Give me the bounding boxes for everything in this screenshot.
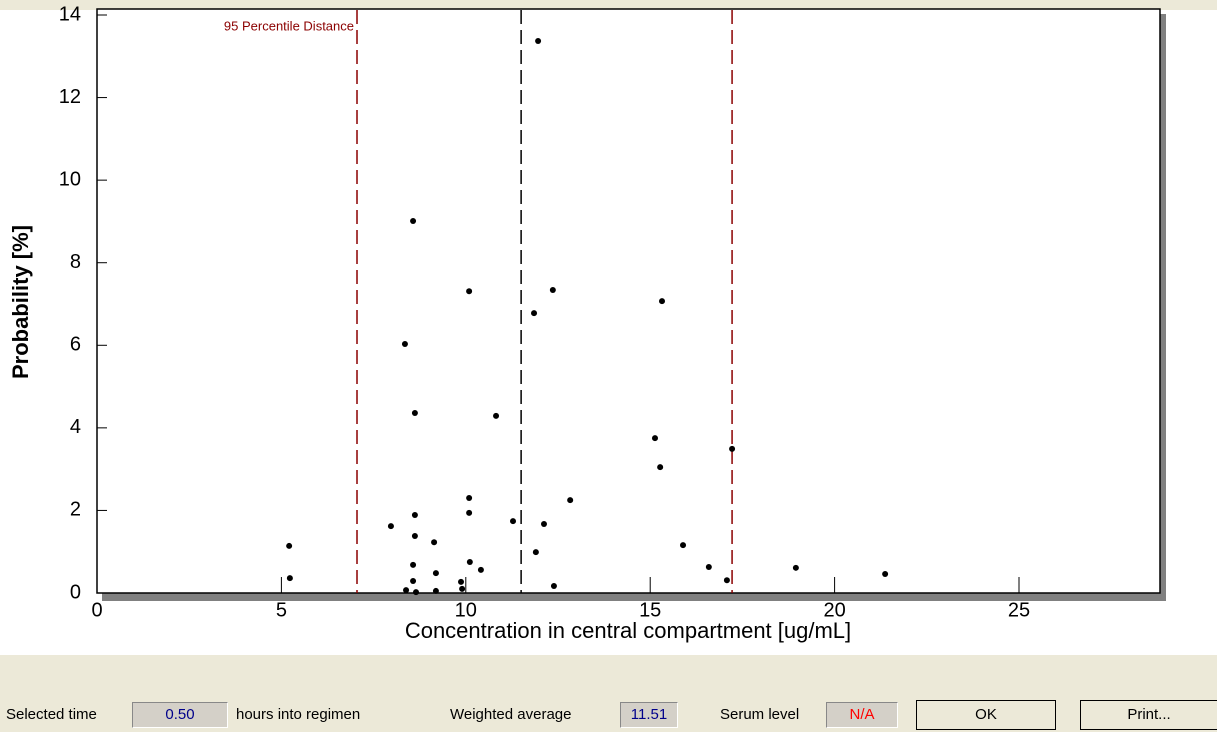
- data-point: [387, 523, 394, 530]
- data-point: [651, 435, 658, 442]
- data-point: [792, 564, 799, 571]
- data-point: [477, 566, 484, 573]
- selected-time-field: 0.50: [132, 702, 228, 728]
- x-tick-label: 10: [455, 599, 477, 621]
- y-tick-label: 12: [59, 86, 81, 108]
- x-axis-label: Concentration in central compartment [ug…: [405, 618, 851, 643]
- data-point: [493, 412, 500, 419]
- y-axis-label: Probability [%]: [8, 225, 33, 379]
- data-point: [567, 497, 574, 504]
- y-tick-label: 10: [59, 168, 81, 190]
- data-point: [286, 542, 293, 549]
- serum-level-field: N/A: [826, 702, 898, 728]
- label: Selected time: [6, 706, 97, 723]
- top-strip: [0, 0, 1217, 10]
- data-point: [466, 509, 473, 516]
- y-tick-label: 4: [70, 416, 81, 438]
- data-point: [466, 495, 473, 502]
- data-point: [540, 521, 547, 528]
- data-point: [466, 288, 473, 295]
- x-tick-label: 5: [276, 599, 287, 621]
- data-point: [510, 518, 517, 525]
- annotation: 95 Percentile Distance: [224, 18, 354, 33]
- data-point: [401, 341, 408, 348]
- data-point: [286, 575, 293, 582]
- data-point: [403, 587, 410, 594]
- data-point: [432, 570, 439, 577]
- x-tick-label: 15: [639, 599, 661, 621]
- x-tick-label: 20: [823, 599, 845, 621]
- data-point: [411, 533, 418, 540]
- data-point: [549, 286, 556, 293]
- data-point: [413, 589, 420, 596]
- x-tick-label: 25: [1008, 599, 1030, 621]
- data-point: [659, 298, 666, 305]
- y-tick-label: 6: [70, 334, 81, 356]
- y-tick-label: 0: [70, 581, 81, 603]
- y-tick-label: 8: [70, 251, 81, 273]
- data-point: [411, 409, 418, 416]
- data-point: [459, 585, 466, 592]
- label: Weighted average: [450, 706, 572, 723]
- data-point: [432, 587, 439, 594]
- data-point: [466, 559, 473, 566]
- data-point: [550, 582, 557, 589]
- chart: Probability [%] Concentration in central…: [0, 0, 1217, 655]
- ok-button[interactable]: OK: [916, 700, 1056, 730]
- label: hours into regimen: [236, 706, 361, 723]
- data-point: [657, 464, 664, 471]
- data-point: [705, 563, 712, 570]
- data-point: [680, 542, 687, 549]
- data-point: [410, 561, 417, 568]
- data-point: [431, 539, 438, 546]
- data-point: [458, 578, 465, 585]
- y-tick-label: 14: [59, 3, 81, 25]
- data-point: [535, 38, 542, 45]
- x-tick-label: 0: [91, 599, 102, 621]
- data-point: [723, 577, 730, 584]
- weighted-average-field: 11.51: [620, 702, 678, 728]
- data-point: [729, 445, 736, 452]
- data-point: [410, 578, 417, 585]
- data-point: [882, 571, 889, 578]
- data-point: [532, 549, 539, 556]
- data-point: [531, 310, 538, 317]
- plot-frame: [96, 8, 1161, 594]
- print-button[interactable]: Print...: [1080, 700, 1217, 730]
- data-point: [410, 218, 417, 225]
- data-point: [411, 511, 418, 518]
- y-tick-label: 2: [70, 499, 81, 521]
- label: Serum level: [720, 706, 800, 723]
